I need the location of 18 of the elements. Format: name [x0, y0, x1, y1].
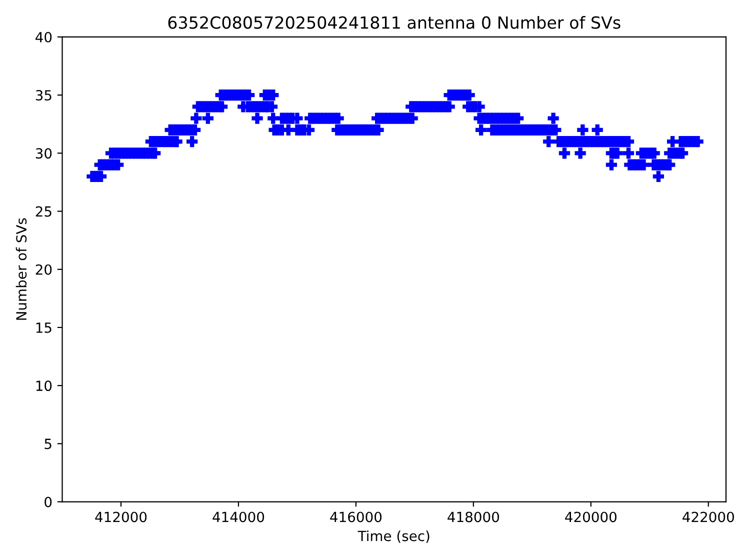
- y-tick-label: 5: [44, 438, 52, 450]
- y-tick-label: 0: [44, 496, 52, 508]
- x-tick-label: 416000: [330, 512, 382, 522]
- x-tick-label: 412000: [95, 512, 147, 522]
- y-tick-label: 10: [36, 380, 52, 392]
- x-tick-label: 420000: [565, 512, 616, 522]
- y-tick-label: 40: [36, 32, 52, 42]
- y-tick-label: 35: [36, 90, 52, 101]
- x-tick-label: 418000: [448, 512, 500, 522]
- y-tick-label: 20: [36, 264, 52, 275]
- y-tick-label: 15: [36, 322, 52, 333]
- x-axis-title: Time (sec): [358, 530, 430, 543]
- y-tick-label: 30: [36, 148, 52, 159]
- y-tick-label: 25: [36, 206, 52, 217]
- chart-title: 6352C08057202504241811 antenna 0 Number of SVs: [168, 16, 620, 29]
- x-tick-label: 422000: [682, 512, 734, 522]
- y-axis-title: Number of SVs: [16, 218, 27, 320]
- x-tick-label: 414000: [212, 512, 264, 522]
